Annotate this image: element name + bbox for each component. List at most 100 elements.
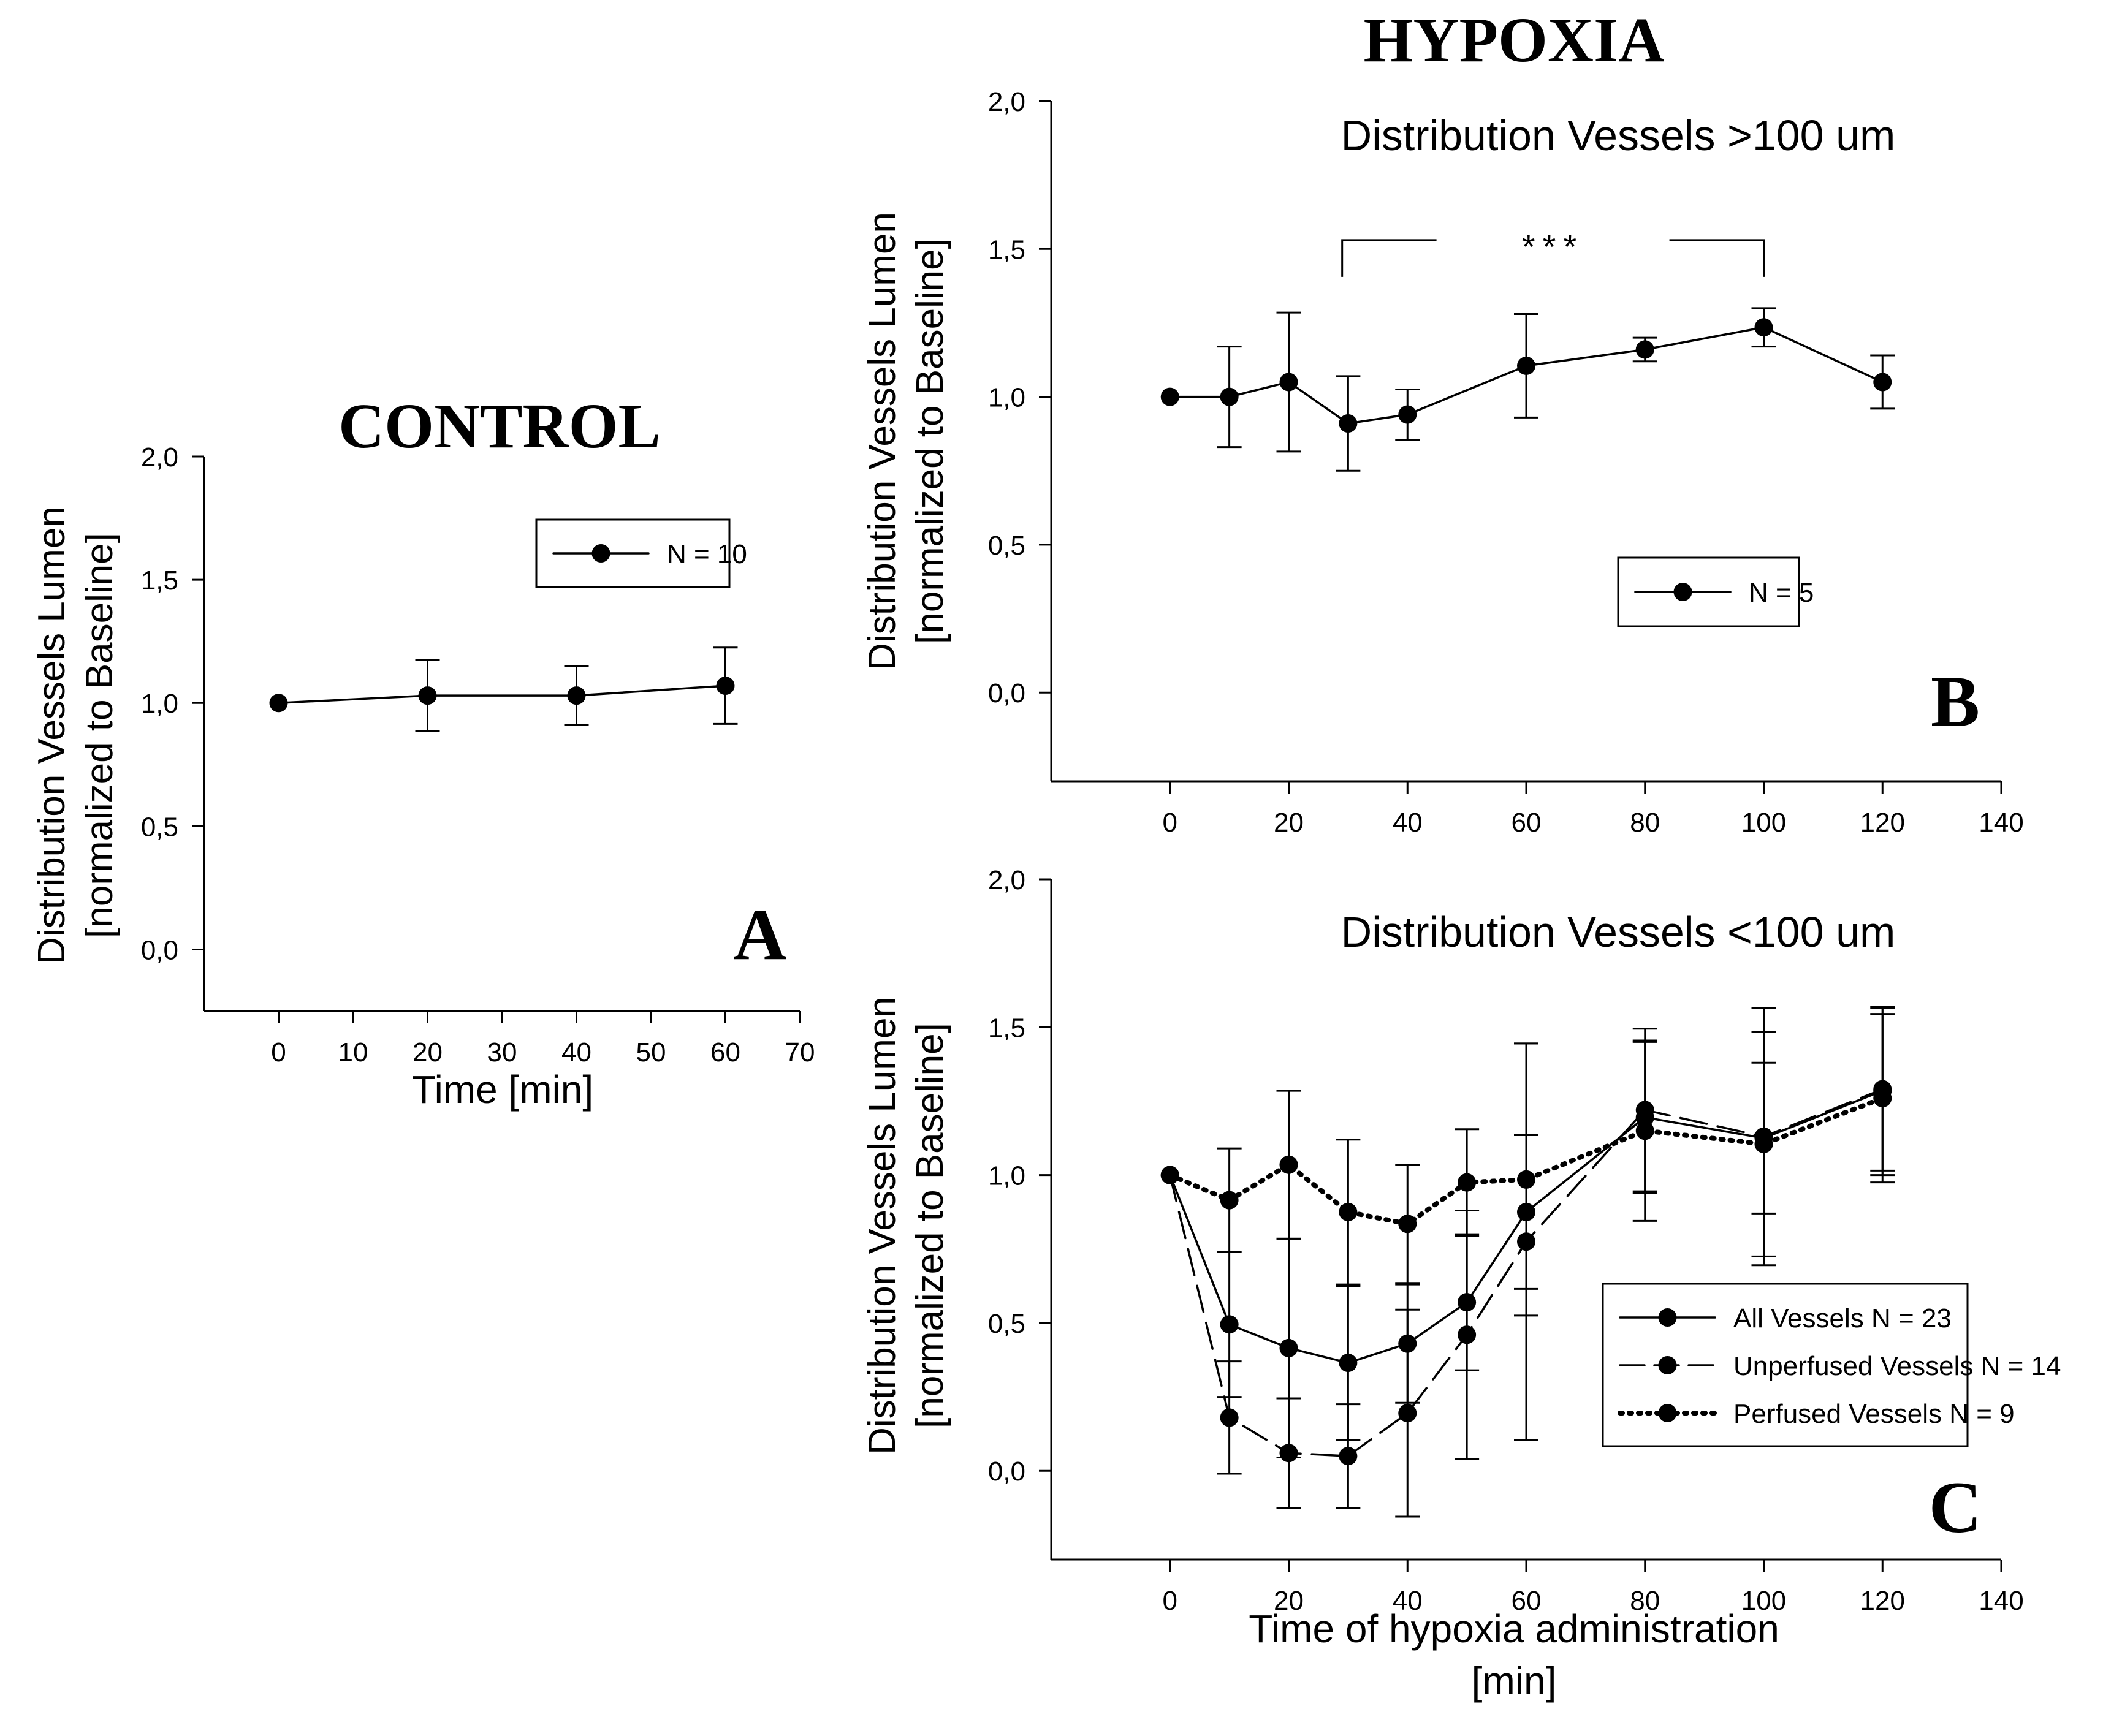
panel-c-chart: Distribution Vessels <100 um Distributio… [861,865,2061,1703]
panel-a-x-tick-label: 40 [561,1037,591,1067]
panel-c-x-tick-label: 60 [1512,1586,1542,1616]
panel-a-x-tick-label: 0 [271,1037,286,1067]
panel-b-data-point [1160,387,1179,406]
panel-a-data-point [269,694,288,713]
panel-b-data-point [1279,373,1298,392]
panel-c-x-tick-label: 100 [1741,1586,1786,1616]
panel-c-legend-marker [1658,1308,1677,1327]
panel-c-ylabel-line1: Distribution Vessels Lumen [861,996,903,1455]
significance-bracket-left [1341,239,1437,277]
panel-b-data-point [1754,318,1773,337]
panel-c-x-tick-label: 40 [1393,1586,1423,1616]
panel-a-y-tick-label: 2,0 [141,442,178,472]
heading-control: CONTROL [338,391,661,461]
panel-b-y-tick-label: 2,0 [988,87,1025,117]
panel-c-x-tick-label: 80 [1630,1586,1660,1616]
panel-c-data-point [1339,1447,1358,1466]
panel-c-data-point [1635,1121,1654,1140]
panel-a-xlabel: Time [min] [412,1067,593,1112]
panel-b-chart: Distribution Vessels >100 um Distributio… [861,87,2024,838]
panel-c-x-tick-label: 120 [1860,1586,1905,1616]
panel-b-y-tick-label: 1,0 [988,383,1025,413]
panel-b-data-point [1873,373,1892,392]
panel-c-data-point [1220,1315,1239,1334]
panel-c-legend-label: Unperfused Vessels N = 14 [1733,1351,2061,1381]
panel-b-x-tick-label: 20 [1274,808,1304,838]
panel-b-x-tick-label: 100 [1741,808,1786,838]
panel-c-data-point [1398,1215,1417,1234]
panel-c-legend-label: All Vessels N = 23 [1733,1303,1952,1333]
panel-a-legend-marker [591,544,610,563]
panel-b-legend-marker [1673,583,1692,601]
panel-c-data-point [1279,1155,1298,1174]
panel-b-x-tick-label: 40 [1393,808,1423,838]
panel-a-x-tick-label: 20 [413,1037,443,1067]
panel-b-data-point [1398,405,1417,424]
panel-a-x-tick-label: 10 [338,1037,368,1067]
panel-c-series-3-line [1167,1096,1885,1227]
panel-b-data-point [1220,387,1239,406]
panel-a-ylabel-line1: Distribution Vessels Lumen [31,506,73,965]
panel-a-letter: A [734,893,787,975]
panel-c-data-point [1754,1134,1773,1153]
panel-c-data-point [1160,1166,1179,1184]
panel-c-data-point [1279,1444,1298,1463]
panel-a-x-tick-label: 30 [487,1037,517,1067]
panel-c-y-tick-label: 0,5 [988,1309,1025,1339]
panel-a-x-tick-label: 60 [710,1037,740,1067]
panel-b-x-tick-label: 120 [1860,808,1905,838]
panel-a-y-tick-label: 0,0 [141,935,178,965]
panel-c-y-tick-label: 2,0 [988,865,1025,895]
panel-b-data-point [1339,414,1358,433]
panel-a-y-tick-label: 1,5 [141,566,178,596]
panel-c-x-tick-label: 140 [1979,1586,2023,1616]
heading-hypoxia: HYPOXIA [1363,5,1664,75]
panel-a-chart: Time [min] Distribution Vessels Lumen [n… [31,442,815,1112]
panel-c-series-1-line [1169,1090,1884,1364]
panel-b-x-tick-label: 0 [1163,808,1177,838]
panel-b-data-point [1635,340,1654,359]
panel-c-letter: C [1929,1466,1982,1548]
panel-b-x-tick-label: 60 [1512,808,1542,838]
panel-c-legend-label: Perfused Vessels N = 9 [1733,1399,2015,1429]
panel-b-y-tick-label: 1,5 [988,235,1025,265]
panel-a-x-tick-label: 50 [636,1037,666,1067]
panel-b-ylabel-line2: [normalized to Baseline] [909,238,951,644]
panel-a-series-1-line [277,684,727,704]
panel-b-ylabel-line1: Distribution Vessels Lumen [861,212,903,670]
panel-c-data-point [1339,1354,1358,1373]
panel-a-data-point [716,677,735,696]
panel-a-ylabel-line2: [normalized to Baseline] [78,533,121,938]
panel-c-series-2-line [1169,1088,1884,1457]
panel-a-data-point [418,686,437,705]
panel-b-title: Distribution Vessels >100 um [1341,112,1896,159]
panel-c-data-point [1458,1325,1477,1344]
panel-c-data-point [1339,1202,1358,1221]
panel-b-x-tick-label: 140 [1979,808,2023,838]
panel-b-y-tick-label: 0,5 [988,531,1025,561]
panel-c-data-point [1398,1404,1417,1423]
significance-bracket-right [1669,239,1765,277]
panel-c-data-point [1517,1170,1535,1189]
panel-a-data-point [567,686,586,705]
panel-c-xlabel-line1: Time of hypoxia administration [1249,1607,1779,1651]
panel-c-data-point [1220,1191,1239,1210]
significance-label: *** [1522,227,1584,266]
panel-c-legend-marker [1658,1404,1677,1422]
panel-a-y-tick-label: 0,5 [141,812,178,842]
panel-a-legend-label: N = 10 [667,539,747,569]
panel-c-ylabel-line2: [normalized to Baseline] [909,1023,951,1428]
panel-c-data-point [1873,1089,1892,1108]
panel-b-legend-label: N = 5 [1749,578,1814,608]
panel-c-data-point [1458,1173,1477,1192]
panel-c-legend-marker [1658,1356,1677,1374]
panel-c-y-tick-label: 0,0 [988,1457,1025,1487]
panel-c-xlabel-line2: [min] [1472,1659,1557,1703]
panel-a-y-tick-label: 1,0 [141,689,178,719]
panel-c-title: Distribution Vessels <100 um [1341,908,1896,956]
panel-b-letter: B [1931,661,1980,742]
panel-b-data-point [1517,356,1535,375]
panel-c-data-point [1279,1338,1298,1357]
panel-c-y-tick-label: 1,5 [988,1013,1025,1043]
